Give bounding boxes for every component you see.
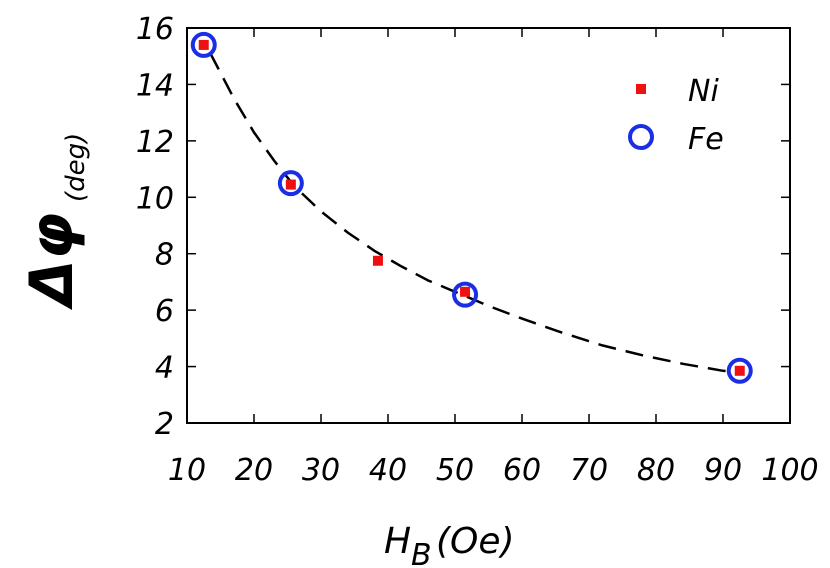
x-tick-label: 100 (761, 453, 818, 488)
y-tick-label: 2 (155, 407, 174, 442)
plot-frame (186, 27, 791, 424)
x-axis-title-main: H (384, 521, 411, 562)
ticks (187, 28, 790, 423)
fe-point (277, 170, 304, 197)
series-fe (190, 31, 753, 384)
y-tick-label: 10 (136, 181, 174, 216)
y-tick-label: 12 (136, 125, 174, 160)
y-tick-label: 4 (155, 351, 174, 386)
x-tick-label: 80 (637, 453, 675, 488)
x-tick-label: 20 (235, 453, 273, 488)
y-axis-title: Δφ (deg) (17, 133, 91, 310)
legend-fe-label: Fe (688, 122, 724, 157)
fe-point (452, 281, 479, 308)
x-axis-title-subscript: B (411, 538, 432, 568)
y-axis-title-main: Δφ (17, 213, 87, 310)
x-tick-label: 30 (302, 453, 340, 488)
legend-fe-marker (628, 124, 654, 150)
x-tick-label: 50 (436, 453, 474, 488)
ni-point (285, 179, 296, 190)
fe-point (726, 357, 753, 384)
x-tick-label: 70 (570, 453, 608, 488)
x-tick-label: 60 (503, 453, 541, 488)
y-tick-label: 16 (136, 12, 174, 47)
y-axis-title-unit: (deg) (61, 133, 91, 202)
x-tick-label: 90 (704, 453, 742, 488)
series-ni (198, 39, 745, 376)
y-tick-label: 6 (155, 294, 174, 329)
x-axis-title: H B (Oe) (384, 521, 515, 568)
ni-point (734, 365, 745, 376)
legend-ni-marker (636, 84, 646, 94)
y-tick-label: 14 (136, 68, 174, 103)
x-tick-labels: 10 20 30 40 50 60 70 80 90 100 (168, 453, 819, 488)
y-tick-label: 8 (155, 238, 174, 273)
ni-point (372, 255, 383, 266)
x-tick-label: 40 (369, 453, 407, 488)
x-tick-label: 10 (168, 453, 206, 488)
legend: Ni Fe (628, 74, 724, 157)
legend-ni-label: Ni (688, 74, 719, 109)
fe-point (190, 31, 217, 58)
ni-point (198, 39, 209, 50)
fit-curve (209, 52, 740, 374)
x-axis-title-unit: (Oe) (436, 521, 515, 562)
y-tick-labels: 2 4 6 8 10 12 14 16 (136, 12, 174, 442)
ni-point (460, 286, 471, 297)
